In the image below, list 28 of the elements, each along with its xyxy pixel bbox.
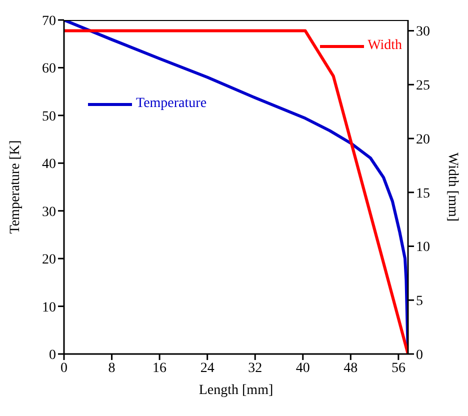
y2-axis-title: Width [mm]: [445, 152, 460, 222]
y-axis-title: Temperature [K]: [8, 140, 23, 234]
y2-tick-label: 15: [416, 186, 430, 202]
x-tick-label: 56: [391, 360, 406, 376]
y2-tick-label: 25: [416, 78, 430, 94]
y-tick-label: 0: [49, 348, 56, 363]
x-tick-label: 16: [152, 360, 167, 376]
y-tick-label: 40: [42, 157, 56, 172]
x-tick-label: 8: [108, 360, 116, 376]
x-axis-title: Length [mm]: [198, 383, 274, 398]
y2-tick-label: 30: [416, 24, 430, 40]
legend-label: Width: [368, 38, 402, 54]
y-tick-label: 70: [42, 14, 56, 29]
y2-tick-label: 5: [416, 294, 423, 310]
legend-label: Temperature: [136, 96, 207, 112]
y-tick-label: 20: [42, 252, 56, 268]
y2-tick-label: 10: [416, 240, 430, 256]
y2-tick-label: 20: [416, 132, 430, 148]
x-tick-label: 40: [296, 360, 310, 376]
y-tick-label: 50: [42, 109, 56, 124]
x-tick-label: 0: [60, 360, 68, 376]
y-tick-label: 10: [42, 300, 56, 316]
x-tick-label: 32: [248, 360, 262, 376]
y-tick-label: 30: [42, 204, 56, 220]
x-tick-label: 48: [344, 360, 358, 376]
y2-tick-label: 0: [416, 348, 423, 363]
y-tick-label: 60: [42, 62, 56, 77]
x-tick-label: 24: [200, 360, 214, 376]
